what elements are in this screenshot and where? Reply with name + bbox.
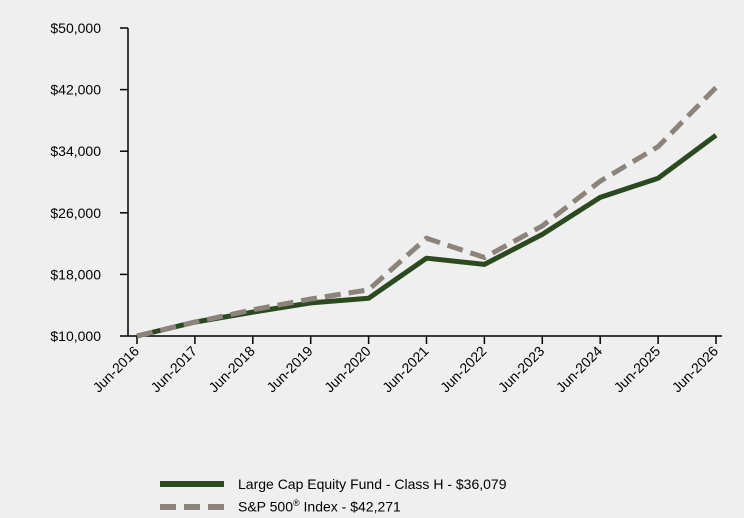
line-chart: $10,000 $18,000 $26,000 $34,000 $42,000 $50,0…	[0, 0, 744, 470]
y-tick-label: $18,000	[50, 266, 101, 282]
x-tick-label: Jun-2021	[379, 343, 432, 396]
x-tick-label: Jun-2025	[611, 343, 664, 396]
legend-item-sp500: S&P 500® Index - $42,271	[160, 495, 506, 518]
x-tick-label: Jun-2020	[321, 343, 374, 396]
y-tick-label: $26,000	[50, 205, 101, 221]
y-tick-label: $42,000	[50, 82, 101, 98]
legend-label-fund: Large Cap Equity Fund - Class H - $36,07…	[238, 476, 506, 492]
legend-label-sp500: S&P 500® Index - $42,271	[238, 498, 401, 515]
x-tick-label: Jun-2018	[205, 343, 258, 396]
series-line-sp500	[137, 88, 716, 337]
x-tick-label: Jun-2019	[263, 343, 316, 396]
y-axis-ticks: $10,000 $18,000 $26,000 $34,000 $42,000 $50,0…	[50, 20, 128, 344]
chart-series-lines	[137, 87, 716, 336]
legend-item-fund: Large Cap Equity Fund - Class H - $36,07…	[160, 472, 506, 495]
chart-axes	[128, 28, 722, 336]
y-tick-label: $34,000	[50, 143, 101, 159]
y-tick-label: $50,000	[50, 20, 101, 36]
x-tick-label: Jun-2023	[495, 343, 548, 396]
chart-legend: Large Cap Equity Fund - Class H - $36,07…	[160, 472, 506, 518]
legend-swatch-sp500	[160, 501, 224, 513]
x-tick-label: Jun-2017	[147, 343, 200, 396]
x-tick-label: Jun-2022	[437, 343, 490, 396]
y-tick-label: $10,000	[50, 328, 101, 344]
series-line-fund	[137, 135, 716, 336]
x-tick-label: Jun-2026	[669, 343, 722, 396]
x-tick-label: Jun-2024	[553, 343, 606, 396]
legend-swatch-fund	[160, 478, 224, 490]
x-tick-label: Jun-2016	[90, 343, 143, 396]
